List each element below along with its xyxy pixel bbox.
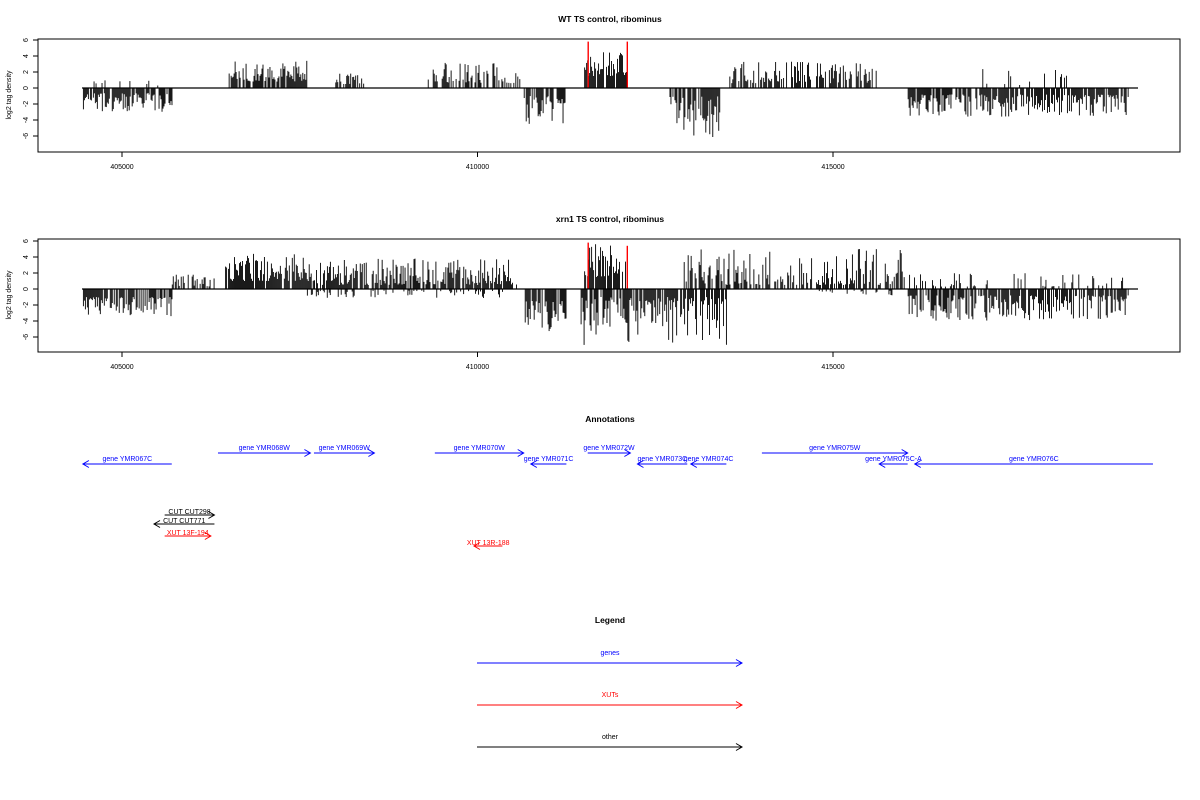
wt-track-ylabel: log2 tag density xyxy=(6,70,13,120)
gene-label: gene YMR075W xyxy=(809,445,861,452)
xrn1-y-axis: 6 4 2 0 -2 -4 -6 xyxy=(23,239,39,340)
feature-label: XUT 13R-188 xyxy=(467,540,510,547)
wt-track-title: WT TS control, ribominus xyxy=(558,14,662,24)
y-tick-label: 0 xyxy=(23,287,30,291)
y-tick-label: 4 xyxy=(23,255,30,259)
x-tick-label: 410000 xyxy=(466,164,489,171)
gene-arrow xyxy=(529,460,567,468)
legend-label: other xyxy=(602,734,619,741)
x-tick-label: 415000 xyxy=(821,164,844,171)
gene-arrow xyxy=(217,449,312,457)
x-tick-label: 410000 xyxy=(466,364,489,371)
xrn1-track-panel: xrn1 TS control, ribominus log2 tag dens… xyxy=(6,214,1181,371)
gene-arrow xyxy=(913,460,1153,468)
xrn1-track-ylabel: log2 tag density xyxy=(6,270,13,320)
feature-arrow xyxy=(153,520,215,528)
x-tick-label: 415000 xyxy=(821,364,844,371)
y-tick-label: 4 xyxy=(23,54,30,58)
y-tick-label: -6 xyxy=(23,133,30,139)
y-tick-label: 0 xyxy=(23,86,30,90)
gene-label: gene YMR072W xyxy=(583,445,635,452)
y-tick-label: -2 xyxy=(23,101,30,107)
gene-arrow xyxy=(313,449,376,457)
y-tick-label: -4 xyxy=(23,117,30,123)
y-tick-label: 2 xyxy=(23,70,30,74)
legend: Legend genes XUTs other xyxy=(477,615,743,751)
feature-arrow xyxy=(164,511,216,519)
gene-label: gene YMR071C xyxy=(524,456,574,463)
y-tick-label: -2 xyxy=(23,302,30,308)
gene-label: gene YMR073C xyxy=(638,456,688,463)
gene-label: gene YMR074C xyxy=(684,456,734,463)
annotations-title: Annotations xyxy=(585,414,635,424)
y-tick-label: 6 xyxy=(23,239,30,243)
x-tick-label: 405000 xyxy=(110,164,133,171)
legend-label: XUTs xyxy=(602,692,619,699)
gene-arrow xyxy=(878,460,908,468)
wt-track-panel: WT TS control, ribominus log2 tag densit… xyxy=(6,14,1181,171)
y-tick-label: 6 xyxy=(23,38,30,42)
wt-x-axis: 405000 410000 415000 xyxy=(110,152,845,171)
legend-label: genes xyxy=(600,650,620,657)
legend-arrow xyxy=(477,659,743,667)
gene-label: gene YMR069W xyxy=(319,445,371,452)
gene-label: gene YMR076C xyxy=(1009,456,1059,463)
gene-arrow xyxy=(81,460,172,468)
xrn1-x-axis: 405000 410000 415000 xyxy=(110,352,845,371)
xrn1-bars xyxy=(82,242,1129,345)
feature-label: XUT 13F-194 xyxy=(167,530,209,537)
gene-arrow xyxy=(587,449,632,457)
gene-label: gene YMR070W xyxy=(454,445,506,452)
feature-arrow xyxy=(472,542,503,550)
feature-label: CUT CUT298 xyxy=(168,509,210,516)
legend-arrow xyxy=(477,701,743,709)
feature-label: CUT CUT771 xyxy=(163,518,205,525)
xrn1-track-title: xrn1 TS control, ribominus xyxy=(556,214,664,224)
y-tick-label: 2 xyxy=(23,271,30,275)
gene-arrow xyxy=(761,449,909,457)
feature-arrow xyxy=(164,532,212,540)
gene-arrow xyxy=(434,449,525,457)
annotation-features: gene YMR067C gene YMR068W gene YMR069W gene… xyxy=(81,445,1153,550)
y-tick-label: -4 xyxy=(23,318,30,324)
legend-arrow xyxy=(477,743,743,751)
wt-bars xyxy=(82,41,1129,138)
gene-arrow xyxy=(636,460,688,468)
y-tick-label: -6 xyxy=(23,334,30,340)
gene-arrow xyxy=(689,460,727,468)
gene-label: gene YMR067C xyxy=(102,456,152,463)
wt-y-axis: 6 4 2 0 -2 -4 -6 xyxy=(23,38,39,139)
legend-title: Legend xyxy=(595,615,625,625)
gene-label: gene YMR068W xyxy=(239,445,291,452)
legend-items: genes XUTs other xyxy=(477,650,743,751)
x-tick-label: 405000 xyxy=(110,364,133,371)
gene-label: gene YMR075C-A xyxy=(865,456,922,463)
